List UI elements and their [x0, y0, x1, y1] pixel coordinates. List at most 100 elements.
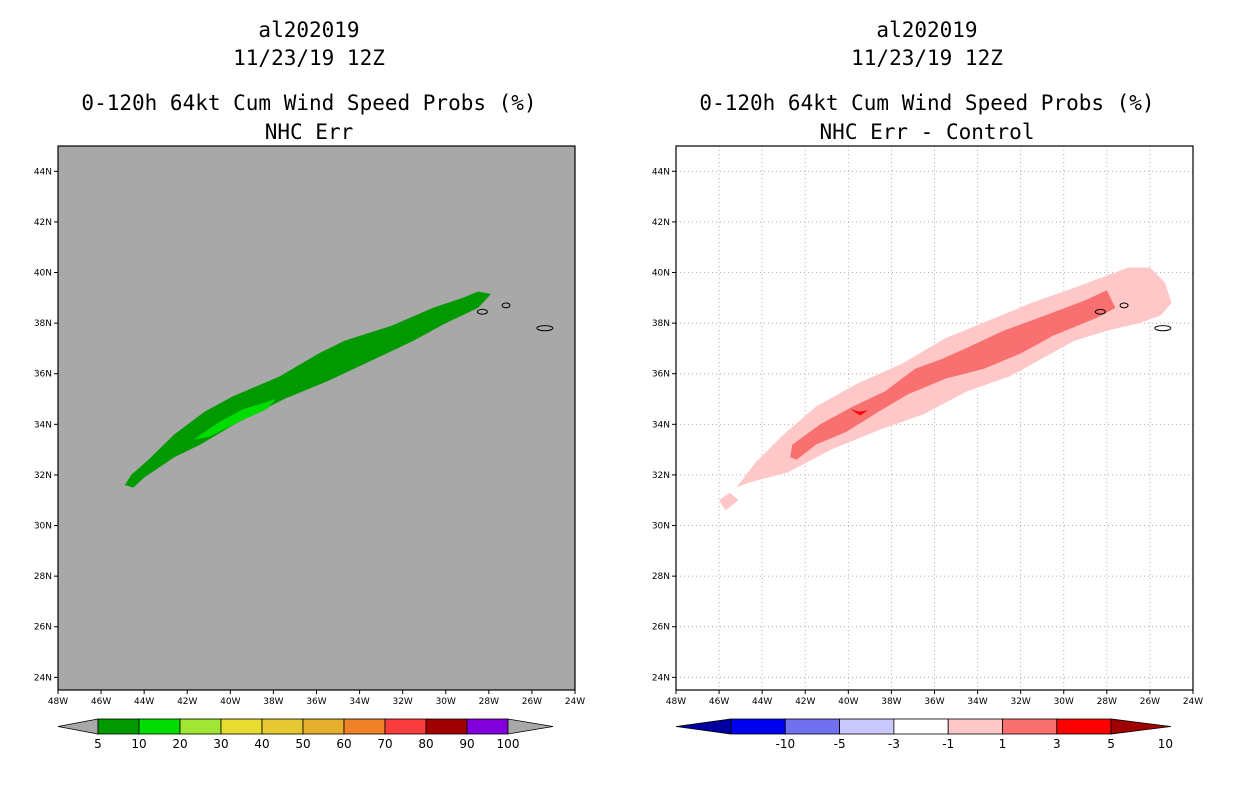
x-tick-label: 44W — [134, 697, 154, 707]
x-tick-label: 32W — [392, 697, 412, 707]
colorbar-segment — [261, 718, 304, 735]
colorbar-label: 5 — [94, 737, 102, 751]
x-tick-label: 36W — [924, 697, 944, 707]
colorbar-segment — [97, 718, 140, 735]
island-outline — [1119, 302, 1129, 309]
colorbar-segment — [138, 718, 181, 735]
x-tick-label: 48W — [666, 697, 686, 707]
x-tick-label: 24W — [1183, 697, 1203, 707]
left-panel: al202019 11/23/19 12Z 0-120h 64kt Cum Wi… — [34, 18, 585, 751]
colorbar-label: 10 — [1158, 737, 1173, 751]
colorbar-segment — [179, 718, 222, 735]
island-outline — [501, 302, 511, 309]
x-tick-label: 46W — [91, 697, 111, 707]
y-tick-label: 24N — [652, 673, 670, 683]
x-tick-label: 48W — [48, 697, 68, 707]
y-tick-label: 40N — [34, 269, 52, 279]
x-tick-label: 26W — [1140, 697, 1160, 707]
colorbar-end-low — [57, 718, 99, 735]
chart-title: 0-120h 64kt Cum Wind Speed Probs (%) — [699, 91, 1155, 115]
y-tick-label: 30N — [652, 522, 670, 532]
contour-region — [719, 492, 739, 511]
y-tick-label: 42N — [34, 218, 52, 228]
colorbar-segment — [220, 718, 263, 735]
y-tick-label: 44N — [652, 167, 670, 177]
x-tick-label: 42W — [177, 697, 197, 707]
island-outline — [536, 325, 554, 332]
x-tick-label: 38W — [881, 697, 901, 707]
colorbar-segment — [466, 718, 509, 735]
y-tick-label: 34N — [652, 420, 670, 430]
colorbar-segment — [1002, 718, 1058, 735]
x-tick-label: 38W — [263, 697, 283, 707]
x-tick-label: 26W — [522, 697, 542, 707]
y-tick-label: 26N — [652, 623, 670, 633]
y-tick-label: 26N — [34, 623, 52, 633]
colorbar-end-low — [675, 718, 732, 735]
colorbar-label: 20 — [172, 737, 187, 751]
x-tick-label: 40W — [220, 697, 240, 707]
map-plot: 48W 46W 44W 42W 40W 38W 36W 34W 32W 30W 28W 26W 24W 4… — [34, 145, 585, 751]
colorbar-label: 30 — [213, 737, 228, 751]
colorbar-label: 40 — [254, 737, 269, 751]
y-tick-label: 34N — [34, 420, 52, 430]
right-panel: al202019 11/23/19 12Z 0-120h 64kt Cum Wi… — [618, 0, 1236, 800]
colorbar-segment — [839, 718, 895, 735]
plot-background — [58, 146, 575, 690]
y-tick-label: 42N — [652, 218, 670, 228]
storm-id: al202019 — [876, 18, 978, 42]
contour-region — [790, 290, 1116, 460]
x-tick-label: 40W — [838, 697, 858, 707]
y-tick-label: 30N — [34, 522, 52, 532]
colorbar-segment — [1056, 718, 1112, 735]
colorbar-segment — [893, 718, 949, 735]
colorbar-label: -10 — [775, 737, 795, 751]
colorbar-segment — [425, 718, 468, 735]
colorbar-label: 1 — [999, 737, 1007, 751]
colorbar-label: -5 — [834, 737, 846, 751]
x-tick-label: 30W — [1054, 697, 1074, 707]
colorbar-label: 100 — [497, 737, 520, 751]
y-tick-label: 28N — [652, 572, 670, 582]
colorbar-label: 10 — [131, 737, 146, 751]
y-tick-label: 32N — [34, 471, 52, 481]
colorbar-segment — [343, 718, 386, 735]
y-tick-label: 36N — [652, 370, 670, 380]
x-tick-label: 28W — [479, 697, 499, 707]
colorbar-label: 90 — [459, 737, 474, 751]
x-tick-label: 34W — [349, 697, 369, 707]
island-outline — [476, 308, 488, 315]
colorbar-label: 70 — [377, 737, 392, 751]
colorbar-segment — [384, 718, 427, 735]
x-tick-label: 46W — [709, 697, 729, 707]
island-outline — [1154, 325, 1172, 332]
chart-subtitle: NHC Err - Control — [819, 120, 1035, 144]
colorbar-segment — [784, 718, 841, 735]
colorbar-label: -1 — [942, 737, 954, 751]
y-tick-label: 38N — [652, 319, 670, 329]
colorbar-segment — [730, 718, 786, 735]
x-tick-label: 30W — [436, 697, 456, 707]
y-tick-label: 28N — [34, 572, 52, 582]
x-tick-label: 44W — [752, 697, 772, 707]
y-tick-label: 36N — [34, 370, 52, 380]
x-tick-label: 32W — [1010, 697, 1030, 707]
storm-id: al202019 — [258, 18, 360, 42]
contour-region — [850, 409, 868, 416]
x-tick-label: 28W — [1097, 697, 1117, 707]
y-tick-label: 32N — [652, 471, 670, 481]
contour-region — [124, 291, 492, 488]
datetime: 11/23/19 12Z — [233, 46, 385, 70]
x-tick-label: 36W — [306, 697, 326, 707]
colorbar-end-high — [1110, 718, 1172, 735]
colorbar-end-high — [507, 718, 554, 735]
colorbar-label: 80 — [418, 737, 433, 751]
x-tick-label: 24W — [565, 697, 585, 707]
x-tick-label: 42W — [795, 697, 815, 707]
colorbar-label: -3 — [888, 737, 900, 751]
y-tick-label: 44N — [34, 167, 52, 177]
chart-subtitle: NHC Err — [264, 120, 354, 144]
datetime: 11/23/19 12Z — [851, 46, 1003, 70]
island-outline — [1094, 308, 1106, 315]
x-tick-label: 34W — [967, 697, 987, 707]
